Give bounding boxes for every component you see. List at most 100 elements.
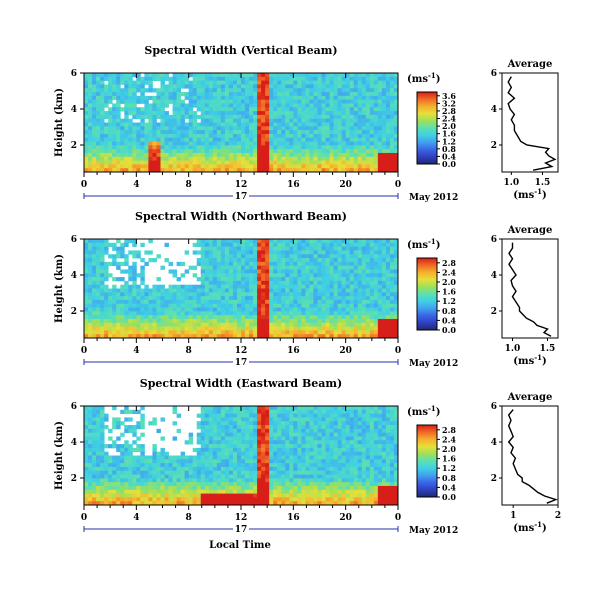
heatmap-cell [172,493,177,498]
heatmap-cell [269,88,274,93]
heatmap-cell [293,269,298,274]
heatmap-cell [285,133,290,139]
heatmap-cell [160,482,165,487]
heatmap-cell [116,80,121,85]
heatmap-cell [305,284,310,289]
heatmap-cell [261,239,266,244]
heatmap-cell [172,130,177,135]
heatmap-cell [124,99,129,104]
heatmap-cell [253,156,258,161]
heatmap-cell [204,126,210,131]
heatmap-cell [393,239,399,244]
heatmap-cell [236,137,242,142]
heatmap-cell [325,92,330,97]
heatmap-cell [88,95,93,101]
heatmap-cell [377,111,383,116]
heatmap-cell [84,425,89,430]
heatmap-cell [104,501,109,506]
heatmap-cell [192,88,198,93]
heatmap-cell [192,168,198,173]
heatmap-cell [301,318,306,324]
heatmap-cell [273,141,278,146]
heatmap-cell [281,164,286,169]
heatmap-cell [204,246,210,251]
heatmap-cell [369,103,375,108]
heatmap-cell [152,326,157,331]
heatmap-cell [120,284,125,289]
heatmap-cell [184,299,190,305]
heatmap-cell [269,330,274,335]
heatmap-cell [168,168,173,173]
heatmap-cell [236,318,242,324]
heatmap-cell [204,425,210,430]
heatmap-cell [249,269,254,274]
heatmap-cell [253,280,258,286]
heatmap-cell [281,288,286,293]
heatmap-cell [241,432,246,437]
heatmap-cell [156,428,161,434]
heatmap-cell [88,250,93,255]
heatmap-cell [353,118,359,123]
heatmap-cell [253,315,258,320]
heatmap-cell [261,254,266,259]
heatmap-cell [180,130,186,135]
heatmap-cell [188,130,194,135]
heatmap-cell [88,273,93,278]
heatmap-cell [148,307,153,312]
heatmap-cell [341,88,347,93]
heatmap-cell [220,428,226,434]
heatmap-cell [345,130,351,135]
heatmap-cell [353,130,359,135]
heatmap-cell [128,103,133,108]
heatmap-cell [325,73,330,78]
heatmap-cell [321,99,326,104]
heatmap-cell [124,485,129,491]
heatmap-cell [236,269,242,274]
heatmap-cell [305,250,310,255]
heatmap-cell [313,303,318,308]
heatmap-cell [333,137,339,142]
heatmap-cell [124,318,129,324]
heatmap-cell [285,318,290,324]
heatmap-cell [152,99,157,104]
heatmap-cell [120,80,125,85]
heatmap-cell [136,459,141,464]
heatmap-cell [249,152,254,158]
heatmap-cell [285,145,290,150]
heatmap-cell [144,482,149,487]
heatmap-cell [104,425,109,430]
heatmap-cell [285,288,290,293]
heatmap-cell [305,73,310,78]
heatmap-cell [224,92,230,97]
heatmap-cell [140,273,145,278]
heatmap-cell [116,292,121,297]
heatmap-cell [277,156,282,161]
heatmap-cell [249,455,254,460]
heatmap-cell [377,145,383,150]
heatmap-cell [333,242,339,248]
heatmap-cell [361,273,367,278]
heatmap-cell [140,84,145,89]
heatmap-cell [309,88,314,93]
heatmap-cell [148,497,153,502]
heatmap-cell [389,107,395,112]
heatmap-cell [301,152,306,158]
heatmap-cell [136,122,141,127]
heatmap-cell [100,436,105,441]
heatmap-cell [309,277,314,282]
heatmap-cell [385,318,391,324]
heatmap-cell [208,311,214,316]
heatmap-cell [124,261,129,267]
heatmap-cell [168,330,173,335]
heatmap-cell [269,413,274,418]
heatmap-cell [112,288,117,293]
heatmap-cell [297,269,302,274]
heatmap-cell [92,417,97,422]
heatmap-cell [265,406,270,411]
heatmap-cell [120,466,125,472]
heatmap-cell [281,284,286,289]
heatmap-cell [184,463,190,468]
heatmap-cell [204,455,210,460]
heatmap-cell [261,425,266,430]
heatmap-cell [96,299,101,305]
